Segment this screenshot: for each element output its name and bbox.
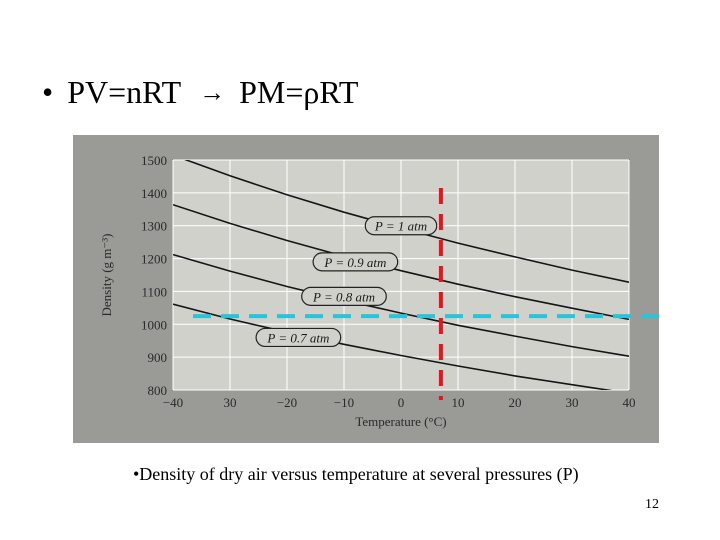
- formula-density-form: PM=ρRT: [239, 74, 359, 110]
- x-tick-label: −20: [277, 395, 297, 410]
- x-tick-label: 30: [566, 395, 579, 410]
- y-tick-label: 1500: [141, 153, 167, 168]
- chart-photo: 800 900 1000 1100 1200 1300 1400 1500 −40 30 −20 −1…: [73, 135, 659, 443]
- page-number: 12: [645, 497, 659, 512]
- series-line: [173, 253, 629, 357]
- figure-caption: •Density of dry air versus temperature a…: [133, 464, 579, 484]
- x-tick-label: 30: [224, 395, 237, 410]
- x-tick-label: 0: [398, 395, 405, 410]
- x-tick-label: 20: [509, 395, 522, 410]
- arrow-icon: →: [199, 78, 226, 107]
- series-line: [173, 303, 613, 390]
- curve-label-box: [364, 216, 438, 236]
- slide-heading: • PV=nRT → PM=ρRT: [42, 74, 358, 111]
- curve-label: P = 1 atm: [374, 219, 427, 234]
- curve-label-box: [301, 286, 387, 306]
- y-tick-label: 1300: [141, 219, 167, 234]
- formula-ideal-gas: PV=nRT: [67, 74, 182, 110]
- y-tick-label: 800: [148, 383, 168, 398]
- curve-label: P = 0.8 atm: [312, 289, 375, 304]
- y-tick-label: 1000: [141, 317, 167, 332]
- y-tick-label: 900: [148, 350, 168, 365]
- density-chart: 800 900 1000 1100 1200 1300 1400 1500 −40 30 −20 −1…: [99, 153, 659, 429]
- x-tick-label: −40: [163, 395, 183, 410]
- curve-label-box: [312, 252, 399, 272]
- x-tick-label: −10: [334, 395, 354, 410]
- y-tick-label: 1100: [141, 284, 167, 299]
- heading-bullet: •: [42, 74, 54, 110]
- curve-label-box: [255, 327, 342, 348]
- x-tick-label: 40: [623, 395, 636, 410]
- curve-label: P = 0.9 atm: [323, 255, 386, 270]
- y-tick-label: 1200: [141, 252, 167, 267]
- y-axis-label: Density (g m⁻³): [99, 234, 114, 317]
- y-tick-label: 1400: [141, 186, 167, 201]
- x-tick-label: 10: [452, 395, 465, 410]
- x-axis-label: Temperature (°C): [355, 414, 446, 429]
- series-line: [173, 203, 629, 321]
- curve-label: P = 0.7 atm: [266, 330, 329, 345]
